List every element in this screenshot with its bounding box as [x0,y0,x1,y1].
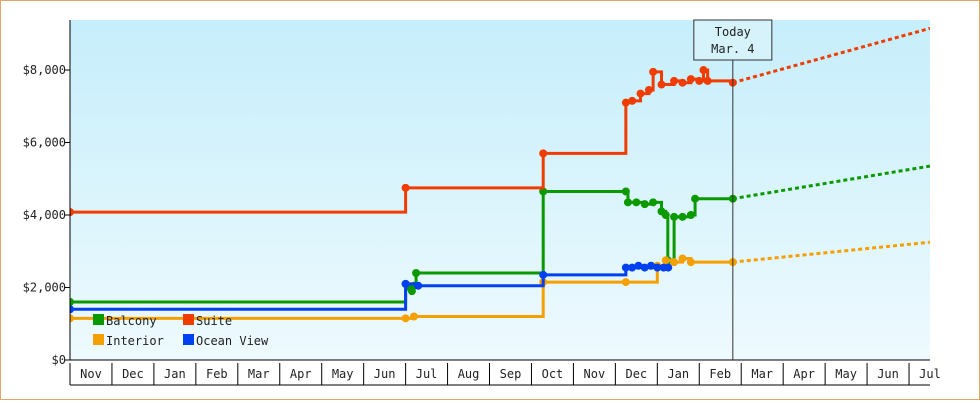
today-date: Mar. 4 [711,42,754,56]
point [691,194,700,203]
step-line [70,68,735,214]
point [644,85,653,94]
x-tick-label: Dec [122,367,144,381]
point [661,211,670,220]
point [678,78,687,87]
x-tick-label: Apr [290,367,312,381]
legend-swatch [93,314,104,325]
point [401,279,410,288]
legend-label: Ocean View [196,334,269,348]
point [699,66,708,75]
point [621,187,630,196]
x-tick-label: Dec [625,367,647,381]
point [634,261,643,270]
point [628,96,637,105]
today-box [693,19,773,61]
y-tick-label: $4,000 [23,208,66,222]
x-tick-label: Nov [584,367,606,381]
point [401,183,410,192]
x-tick-label: Feb [709,367,731,381]
point [412,269,421,278]
x-tick-label: Mar [248,367,270,381]
point [539,270,548,279]
point [695,76,704,85]
point [647,261,656,270]
x-tick-label: Aug [458,367,480,381]
point [640,200,649,209]
point [678,254,687,263]
point [621,278,630,287]
x-tick-label: Jun [374,367,396,381]
legend-swatch [183,314,194,325]
point [632,198,641,207]
x-tick-label: Jun [877,367,899,381]
projection-line [732,240,930,264]
y-tick-label: $8,000 [23,63,66,77]
legend-label: Suite [196,314,232,328]
x-tick-label: Mar [751,367,773,381]
today-label: Today [715,25,751,39]
point [621,263,630,272]
point [628,263,637,272]
x-tick-label: Jan [164,367,186,381]
x-tick-label: Jul [416,367,438,381]
x-tick-label: May [332,367,354,381]
x-tick-label: Feb [206,367,228,381]
x-tick-label: Sep [500,367,522,381]
y-tick-label: $6,000 [23,136,66,150]
point [70,298,74,307]
point [649,198,658,207]
point [621,98,630,107]
point [670,212,679,221]
x-tick-label: Jan [667,367,689,381]
projection-line [732,164,930,201]
point [640,263,649,272]
point [661,256,670,265]
point [70,208,74,217]
legend-swatch [93,334,104,345]
point [686,75,695,84]
point [649,67,658,76]
point [414,281,423,290]
plot [70,26,930,323]
x-tick-label: Jul [919,367,941,381]
legend-label: Balcony [106,314,157,328]
legend-swatch [183,334,194,345]
point [401,314,410,323]
point [703,76,712,85]
y-tick-label: $0 [52,353,66,367]
x-tick-label: Nov [80,367,102,381]
x-tick-label: Oct [542,367,564,381]
point [623,198,632,207]
axes: $0 $2,000 $4,000 $6,000 $8,000 Nov Dec Jan Feb Ma… [23,19,941,386]
point [670,258,679,267]
point [539,149,548,158]
x-tick-label: Apr [793,367,815,381]
legend-label: Interior [106,334,164,348]
point [670,76,679,85]
point [686,211,695,220]
projection-line [732,26,930,85]
point [664,263,673,272]
y-tick-label: $2,000 [23,281,66,295]
point [636,89,645,98]
point [539,187,548,196]
point [678,212,687,221]
point [653,263,662,272]
point [686,258,695,267]
point [70,305,74,314]
x-tick-label: May [835,367,857,381]
point [657,80,666,89]
point [70,314,74,323]
point [410,312,418,321]
